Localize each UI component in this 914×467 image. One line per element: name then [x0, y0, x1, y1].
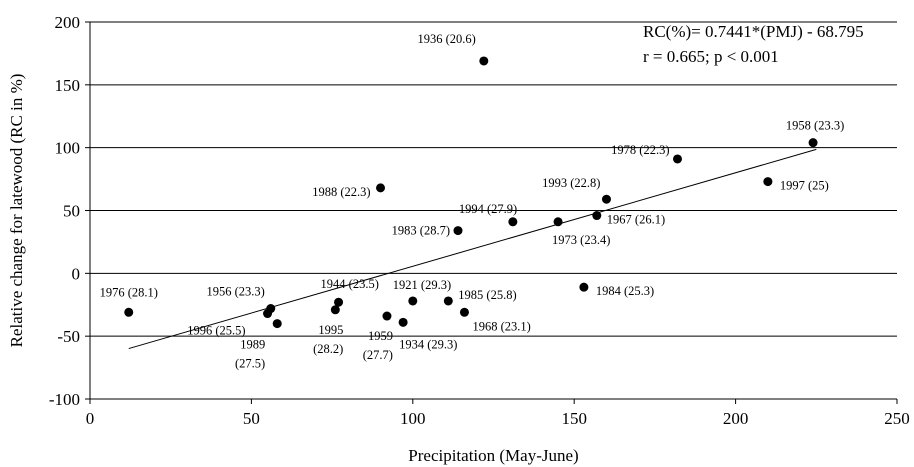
data-points — [124, 56, 818, 329]
data-point — [479, 56, 489, 66]
axes — [85, 21, 898, 404]
data-point — [808, 138, 818, 148]
point-label-value: (27.5) — [235, 357, 265, 371]
data-point — [266, 304, 276, 314]
data-point — [398, 317, 408, 327]
x-axis-title: Precipitation (May-June) — [408, 446, 578, 465]
point-label-value: (27.7) — [363, 348, 393, 362]
data-point — [672, 154, 682, 164]
y-tick-label: 50 — [63, 202, 80, 221]
y-tick-label: 100 — [55, 139, 81, 158]
data-point — [763, 177, 773, 187]
regression-equation: RC(%)= 0.7441*(PMJ) - 68.795 — [643, 22, 864, 41]
data-point — [601, 194, 611, 204]
data-point — [508, 217, 518, 227]
point-label: 1976 (28.1) — [100, 285, 158, 299]
point-label: 1936 (20.6) — [417, 32, 475, 46]
point-label: 1994 (27.9) — [459, 202, 517, 216]
data-point — [592, 211, 602, 221]
y-tick-label: -50 — [57, 327, 80, 346]
data-point — [382, 311, 392, 321]
point-label: 1978 (22.3) — [611, 143, 669, 157]
data-point — [579, 282, 589, 292]
point-label: 1934 (29.3) — [399, 337, 457, 351]
data-point — [443, 296, 453, 306]
data-point — [408, 296, 418, 306]
point-label: 1967 (26.1) — [607, 213, 665, 227]
y-tick-label: 150 — [55, 76, 81, 95]
regression-stats: r = 0.665; p < 0.001 — [643, 47, 779, 66]
data-point — [334, 297, 344, 307]
point-label: 1956 (23.3) — [206, 285, 264, 299]
point-label-value: (28.2) — [313, 342, 343, 356]
trendline — [128, 148, 817, 350]
point-label: 1997 (25) — [780, 179, 829, 193]
x-tick-label: 0 — [86, 409, 95, 428]
gridlines — [90, 21, 897, 337]
y-tick-label: 0 — [72, 264, 81, 283]
data-point — [459, 307, 469, 317]
point-label: 1993 (22.8) — [542, 176, 600, 190]
x-tick-label: 250 — [884, 409, 910, 428]
tick-labels: 200 150 100 50 0 -50 -100 0 50 100 150 200 250 — [49, 13, 910, 428]
point-label: 1995 (28.2) — [313, 323, 343, 356]
data-point — [453, 226, 463, 236]
point-label: 1989 (27.5) — [235, 338, 265, 371]
point-label: 1959 (27.7) — [363, 329, 393, 362]
point-label: 1988 (22.3) — [312, 185, 370, 199]
point-label: 1973 (23.4) — [552, 233, 610, 247]
point-label: 1985 (25.8) — [458, 288, 516, 302]
point-label-year: 1989 — [240, 338, 265, 352]
point-label: 1984 (25.3) — [596, 284, 654, 298]
point-label: 1968 (23.1) — [472, 319, 530, 333]
point-label: 1983 (28.7) — [392, 224, 450, 238]
data-point — [553, 217, 563, 227]
x-tick-label: 50 — [243, 409, 260, 428]
data-point — [272, 319, 282, 329]
data-point — [376, 183, 386, 193]
x-tick-label: 200 — [723, 409, 749, 428]
point-label-year: 1995 — [318, 323, 343, 337]
point-labels: 1976 (28.1) 1996 (25.5) 1956 (23.3) 1989 (27… — [100, 32, 845, 371]
y-tick-label: 200 — [55, 13, 81, 32]
y-tick-label: -100 — [49, 390, 80, 409]
data-point — [330, 305, 340, 315]
data-point — [124, 307, 134, 317]
point-label-year: 1959 — [368, 329, 393, 343]
point-label: 1996 (25.5) — [187, 324, 245, 338]
x-tick-label: 150 — [561, 409, 587, 428]
trendline-group — [128, 148, 817, 350]
x-tick-label: 100 — [400, 409, 426, 428]
y-axis-title: Relative change for latewood (RC in %) — [7, 74, 26, 348]
point-label: 1921 (29.3) — [393, 278, 451, 292]
point-label: 1958 (23.3) — [786, 119, 844, 133]
point-label: 1944 (23.5) — [321, 277, 379, 291]
